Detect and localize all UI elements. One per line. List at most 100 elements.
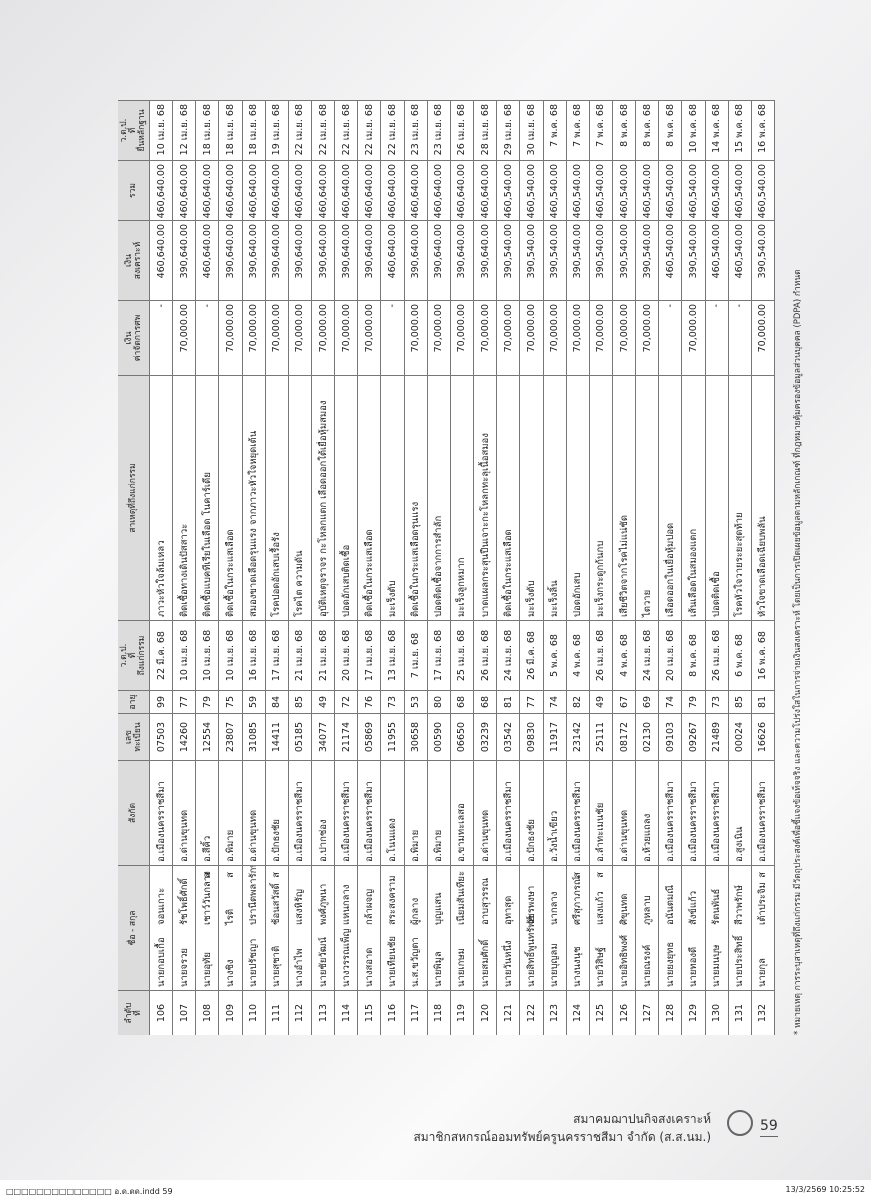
cell: 21174 (335, 713, 359, 760)
cell: โรคปอดอักเสบเรื้อรัง (265, 375, 289, 620)
name-cell: นายสิทธิ์พูนทรัพย์ วัชรพงษา (520, 865, 544, 990)
cell: 7 พ.ค. 68 (589, 100, 613, 160)
cell: 15 พ.ค. 68 (728, 100, 752, 160)
cell: 17 เม.ย. 68 (358, 620, 382, 690)
cell: 53 (404, 690, 428, 713)
cell: 460,540.00 (682, 160, 706, 220)
cell: ติดเชื้อทางเดินปัสสาวะ (173, 375, 197, 620)
first-name: นางสอาด (363, 947, 375, 987)
header-cell: เงิน สงเคราะห์ (118, 220, 150, 300)
cell: - (381, 300, 405, 375)
cell: 460,540.00 (636, 160, 660, 220)
cell: อ.ด่านขุนทด (242, 760, 266, 865)
cell: 18 เม.ย. 68 (196, 100, 220, 160)
cell: 82 (566, 690, 590, 713)
cell: 460,640.00 (288, 160, 313, 220)
name-cell: นายยงยุทธ อนันตมณี (659, 865, 683, 990)
cell: 70,000.00 (312, 300, 336, 375)
cell: อ.เมืองนครราชสีมา (566, 760, 590, 865)
cell: 460,540.00 (728, 160, 752, 220)
last-name: อาบสุวรรณ (479, 877, 491, 925)
name-cell: นายวันหนึ่ง อุทาสุด (497, 865, 521, 990)
cell: 70,000.00 (427, 300, 451, 375)
logo (727, 1110, 753, 1136)
cell: 70,000.00 (450, 300, 475, 375)
cell: 24 เม.ย. 68 (497, 620, 521, 690)
cell: อ.สูงเนิน (728, 760, 752, 865)
cell: 390,640.00 (219, 220, 243, 300)
cell: เส้นเลือดในสมองแตก (682, 375, 706, 620)
cell: อ.ด่านขุนทด (173, 760, 197, 865)
cell: อ.โนนแดง (381, 760, 405, 865)
first-name: นางนงนุช (572, 946, 584, 987)
row-number: 130 (705, 990, 729, 1035)
cell: 460,640.00 (404, 160, 428, 220)
cell: 70,000.00 (288, 300, 313, 375)
cell: 70,000.00 (566, 300, 590, 375)
cell: 70,000.00 (474, 300, 498, 375)
footnote: * หมายเหตุ การระบุสาเหตุที่ถึงแก่กรรม มี… (793, 269, 803, 1035)
cell: มะเร็งตับ (381, 375, 405, 620)
name-cell: นายกอบเกื้อ จอนเกาะ (150, 865, 174, 990)
row-number: 112 (288, 990, 313, 1035)
name-cell: นายจรวย รัชโพธิ์ศักดิ์ (173, 865, 197, 990)
cell: มะเร็งกระดูกก้นกบ (589, 375, 613, 620)
cell: 84 (265, 690, 289, 713)
last-name: ผู้กลาง (410, 897, 422, 925)
cell: 30 เม.ย. 68 (520, 100, 544, 160)
cell: 460,640.00 (381, 160, 405, 220)
last-name: สระสงคราม (387, 875, 399, 926)
cell: ปอดติดเชื้อ (705, 375, 729, 620)
name-cell: นายณรงค์ ภูหลาบ (636, 865, 660, 990)
cell: อ.ปักธงชัย (265, 760, 289, 865)
first-name: นายวันหนึ่ง (502, 940, 514, 987)
cell: 460,540.00 (520, 160, 544, 220)
cell: 10 เม.ย. 68 (173, 620, 197, 690)
name-cell: นายกุล เต้าประจิม ส (751, 865, 775, 990)
cell: เลือดออกในเยื่อหุ้มปอด (659, 375, 683, 620)
row-number: 124 (566, 990, 590, 1035)
cell: 23 เม.ย. 68 (427, 100, 451, 160)
cell: 70,000.00 (173, 300, 197, 375)
cell: อ.เมืองนครราชสีมา (335, 760, 359, 865)
last-name: ปรานีตพลารักษ์ (248, 865, 260, 925)
first-name: นายมนบุษ (711, 944, 723, 987)
cell: มะเร็งลูกหมาก (450, 375, 475, 620)
cell: 23142 (566, 713, 590, 760)
cell: 11917 (543, 713, 567, 760)
cell: 18 เม.ย. 68 (242, 100, 266, 160)
cell: 80 (427, 690, 451, 713)
cell: 02130 (636, 713, 660, 760)
cell: ปอดอักเสบติดเชื้อ (335, 375, 359, 620)
cell: 390,640.00 (288, 220, 313, 300)
cell: 20 เม.ย. 68 (335, 620, 359, 690)
slug-time: 13/3/2569 10:25:52 (785, 1185, 866, 1194)
cell: 85 (288, 690, 313, 713)
cell: 390,540.00 (566, 220, 590, 300)
cell: 73 (705, 690, 729, 713)
cell: ติดเชื้อในกระแสเลือดรุนแรง (404, 375, 428, 620)
header-cell: ว.ด.ป. ที่ ยื่นหลักฐาน (118, 100, 150, 160)
cell: สมองขาดเลือดรุนแรง จากภาวะหัวใจหยุดเต้น (242, 375, 266, 620)
cell: 390,640.00 (427, 220, 451, 300)
cell: 460,540.00 (612, 160, 637, 220)
cell: 460,540.00 (705, 220, 729, 300)
cell: 390,640.00 (173, 220, 197, 300)
cell: 03542 (497, 713, 521, 760)
cell: 460,640.00 (335, 160, 359, 220)
last-name: สังข์แก้ว (687, 890, 699, 925)
name-cell: นายพิมูล บุญแสน (427, 865, 451, 990)
cell: 85 (728, 690, 752, 713)
cell: อ.ด่านขุนทด (612, 760, 637, 865)
cell: อ.ห้วยแถลง (636, 760, 660, 865)
cell: 460,540.00 (497, 160, 521, 220)
row-number: 129 (682, 990, 706, 1035)
first-name: นายจรวย (178, 948, 190, 987)
cell: 460,640.00 (427, 160, 451, 220)
cell: 12 เม.ย. 68 (173, 100, 197, 160)
cell: 25 เม.ย. 68 (450, 620, 475, 690)
org-name: สมาคมฌาปนกิจสงเคราะห์ (573, 1112, 711, 1126)
cell: 10 เม.ย. 68 (196, 620, 220, 690)
first-name: นายทองดี (687, 946, 699, 987)
last-name: กล้าผจญ (363, 888, 375, 925)
